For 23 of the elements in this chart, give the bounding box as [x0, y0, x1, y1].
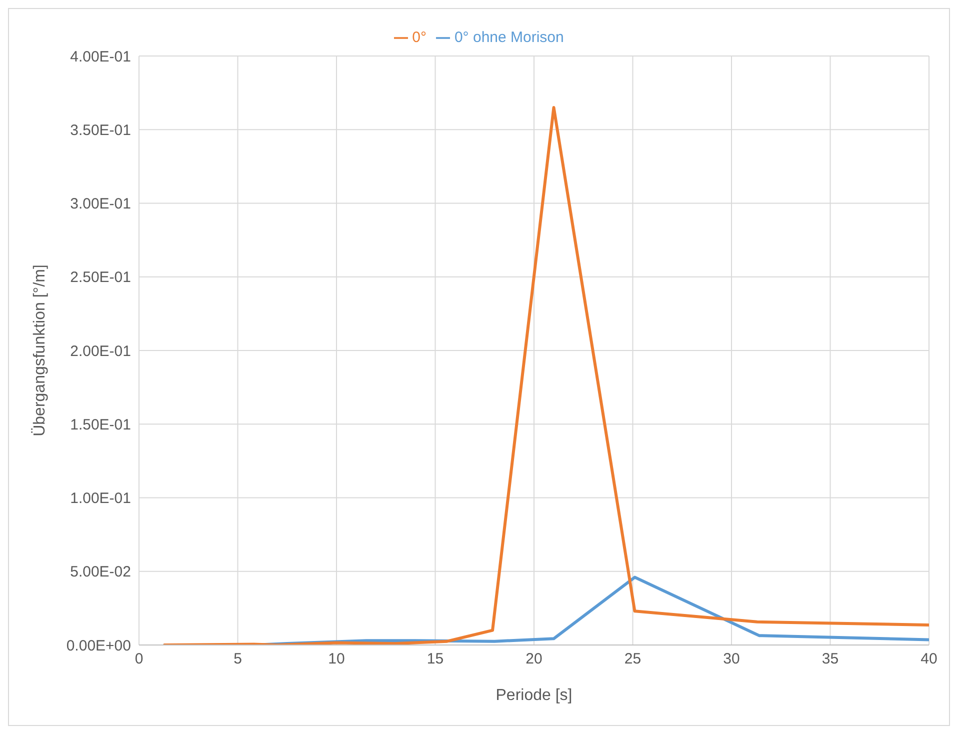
y-tick-label: 3.50E-01: [70, 122, 131, 139]
y-tick-label: 5.00E-02: [70, 564, 131, 581]
x-tick-label: 35: [822, 650, 839, 668]
y-tick-label: 4.00E-01: [70, 48, 131, 66]
y-axis-title: Übergangsfunktion [°/m]: [30, 264, 49, 436]
x-tick-label: 0: [134, 650, 144, 668]
y-tick-label: 2.50E-01: [70, 269, 131, 286]
x-axis-title: Periode [s]: [496, 687, 572, 704]
x-tick-label: 20: [526, 650, 542, 668]
x-tick-label: 15: [426, 650, 444, 668]
legend-label: 0°: [412, 29, 426, 46]
y-tick-label: 1.00E-01: [70, 490, 131, 508]
legend-label: 0° ohne Morison: [454, 29, 564, 46]
x-tick-label: 10: [328, 650, 345, 668]
y-tick-label: 3.00E-01: [70, 196, 131, 213]
x-tick-label: 5: [234, 650, 242, 668]
x-tick-label: 25: [624, 650, 642, 668]
y-tick-label: 0.00E+00: [66, 637, 131, 654]
y-tick-label: 1.50E-01: [70, 416, 131, 434]
x-tick-label: 40: [920, 650, 938, 668]
x-tick-label: 30: [723, 650, 740, 668]
y-tick-label: 2.00E-01: [70, 342, 131, 360]
line-series: [163, 106, 929, 645]
